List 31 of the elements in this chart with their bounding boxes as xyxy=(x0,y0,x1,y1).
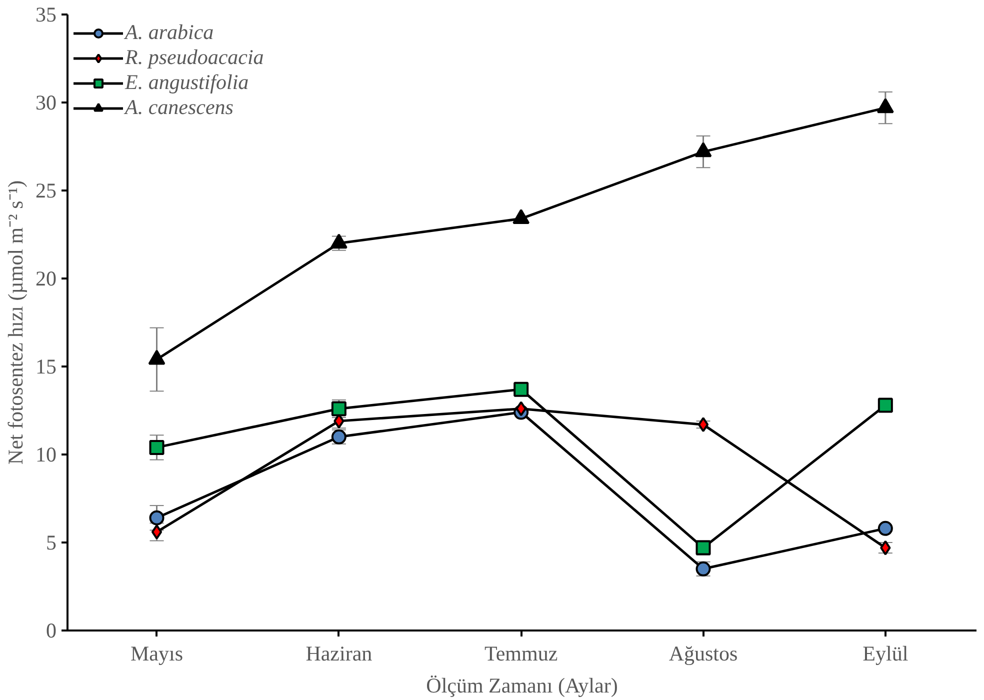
point xyxy=(512,209,530,224)
point xyxy=(148,350,166,365)
x-tick-label: Temmuz xyxy=(484,642,558,666)
point xyxy=(880,540,891,556)
x-tick-label: Eylül xyxy=(862,642,908,666)
x-axis-title: Ölçüm Zamanı (Aylar) xyxy=(426,674,618,698)
y-tick-label: 0 xyxy=(46,618,56,642)
point xyxy=(149,510,164,526)
y-tick-label: 25 xyxy=(36,178,56,202)
x-tick-label: Haziran xyxy=(306,642,373,666)
point xyxy=(694,142,712,158)
point xyxy=(698,417,709,432)
point xyxy=(516,401,526,416)
point xyxy=(878,520,893,536)
legend-label: E. angustifolia xyxy=(125,70,249,95)
y-tick-label: 30 xyxy=(36,90,56,114)
point xyxy=(878,398,893,413)
legend-label: A. arabica xyxy=(125,20,214,45)
x-tick-label: Ağustos xyxy=(668,642,738,666)
point xyxy=(149,440,164,455)
legend-label: R. pseudoacacia xyxy=(125,45,264,70)
x-tick-label: Mayıs xyxy=(130,642,184,666)
y-tick-label: 10 xyxy=(36,442,56,466)
y-tick-label: 15 xyxy=(36,354,56,378)
point xyxy=(514,382,529,397)
y-tick-label: 20 xyxy=(36,266,56,290)
y-axis-title: Net fotosentez hızı (µmol m⁻² s⁻¹) xyxy=(4,180,28,465)
legend-label: A. canescens xyxy=(125,95,234,120)
point xyxy=(876,98,894,114)
y-tick-label: 5 xyxy=(46,530,56,554)
y-tick-label: 35 xyxy=(36,2,56,26)
